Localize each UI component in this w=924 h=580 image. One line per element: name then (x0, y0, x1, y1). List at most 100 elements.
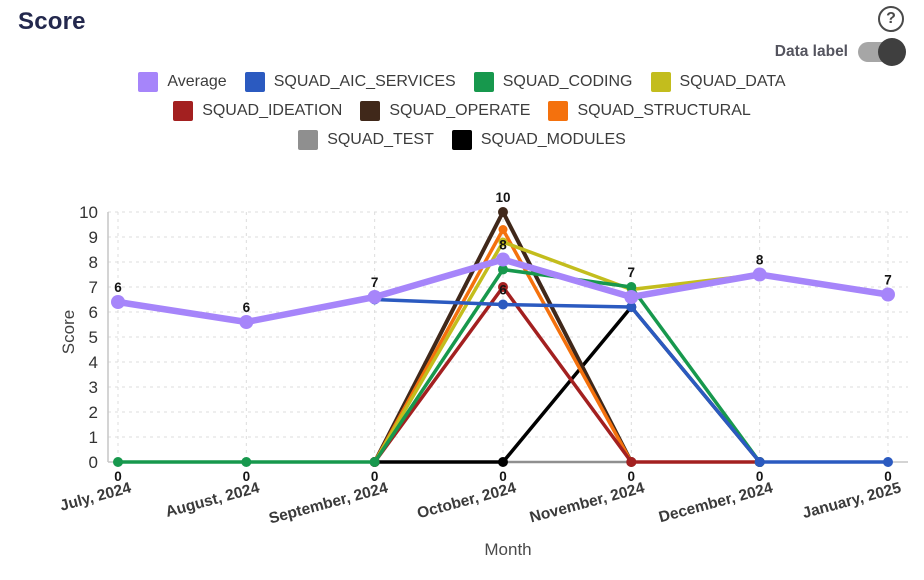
y-tick-label: 6 (89, 303, 98, 322)
series-Average (111, 252, 895, 329)
legend-swatch-icon (298, 130, 319, 150)
series-SQUAD_CODING (113, 264, 765, 467)
toggle-knob-icon (878, 38, 906, 66)
series-SQUAD_AIC_SERVICES (369, 294, 893, 467)
legend-label: SQUAD_IDEATION (202, 102, 343, 119)
data-label-toggle-label: Data label (774, 43, 848, 60)
series-SQUAD_MODULES (369, 302, 765, 467)
data-label-SQUAD_AIC_SERVICES: 6 (499, 283, 507, 298)
data-point-SQUAD_CODING[interactable] (241, 457, 252, 467)
legend-label: Average (167, 73, 227, 90)
series-line-SQUAD_IDEATION[interactable] (372, 285, 762, 464)
legend-row-2: SQUAD_IDEATION SQUAD_OPERATE SQUAD_STRUCTU… (173, 101, 751, 121)
data-label-Average: 8 (756, 253, 764, 268)
y-axis-title: Score (59, 309, 78, 355)
x-tick-label: January, 2025 (801, 479, 904, 522)
data-label-SQUAD_AIC_SERVICES: 0 (756, 469, 764, 484)
data-point-SQUAD_IDEATION[interactable] (626, 457, 637, 467)
data-point-SQUAD_AIC_SERVICES[interactable] (626, 302, 637, 312)
legend-item-SQUAD_OPERATE[interactable]: SQUAD_OPERATE (360, 101, 530, 121)
data-label-SQUAD_CODING: 0 (114, 469, 122, 484)
legend-label: SQUAD_DATA (679, 73, 786, 90)
data-point-SQUAD_CODING[interactable] (369, 457, 380, 467)
legend-item-Average[interactable]: Average (138, 72, 227, 92)
data-point-Average[interactable] (111, 295, 125, 309)
series-SQUAD_TEST (499, 459, 635, 465)
legend-item-SQUAD_CODING[interactable]: SQUAD_CODING (473, 72, 633, 92)
data-point-SQUAD_CODING[interactable] (626, 282, 637, 292)
legend-swatch-icon (473, 72, 494, 92)
data-point-Average[interactable] (880, 287, 895, 302)
data-label-control: Data label (774, 38, 906, 66)
data-point-Average[interactable] (495, 252, 510, 267)
data-point-SQUAD_MODULES[interactable] (497, 457, 508, 467)
data-label-toggle[interactable] (858, 38, 906, 66)
legend-row-3: SQUAD_TEST SQUAD_MODULES (298, 130, 626, 150)
legend-swatch-icon (650, 72, 671, 92)
y-tick-label: 7 (89, 278, 98, 297)
y-tick-label: 5 (89, 328, 98, 347)
legend-label: SQUAD_OPERATE (389, 102, 531, 119)
x-axis-title: Month (484, 540, 532, 559)
legend-item-SQUAD_MODULES[interactable]: SQUAD_MODULES (451, 130, 626, 150)
data-point-SQUAD_AIC_SERVICES[interactable] (882, 457, 893, 467)
legend-swatch-icon (173, 101, 194, 121)
data-label-SQUAD_CODING: 7 (628, 265, 636, 280)
legend-item-SQUAD_IDEATION[interactable]: SQUAD_IDEATION (173, 101, 342, 121)
legend-item-SQUAD_DATA[interactable]: SQUAD_DATA (650, 72, 786, 92)
y-tick-label: 3 (89, 378, 98, 397)
legend-label: SQUAD_CODING (502, 73, 633, 90)
data-point-SQUAD_AIC_SERVICES[interactable] (497, 299, 508, 310)
legend-label: SQUAD_AIC_SERVICES (273, 73, 456, 90)
legend-swatch-icon (548, 101, 569, 121)
page-title: Score (18, 8, 86, 35)
data-point-Average[interactable] (624, 290, 639, 304)
x-tick-label: August, 2024 (164, 479, 262, 520)
legend-item-SQUAD_TEST[interactable]: SQUAD_TEST (298, 130, 434, 150)
y-tick-label: 0 (89, 453, 98, 472)
data-point-SQUAD_CODING[interactable] (497, 264, 508, 275)
help-icon[interactable]: ? (878, 6, 904, 32)
legend-item-SQUAD_AIC_SERVICES[interactable]: SQUAD_AIC_SERVICES (244, 72, 456, 92)
data-point-SQUAD_AIC_SERVICES[interactable] (754, 457, 765, 467)
data-label-SQUAD_CODING: 0 (243, 469, 251, 484)
y-tick-label: 8 (89, 253, 98, 272)
y-tick-label: 2 (89, 403, 98, 422)
legend-label: SQUAD_MODULES (480, 131, 626, 148)
data-label-SQUAD_AIC_SERVICES: 0 (884, 469, 892, 484)
series-line-SQUAD_DATA[interactable] (372, 240, 762, 464)
data-point-Average[interactable] (752, 267, 767, 282)
data-label-Average: 6 (243, 300, 251, 315)
data-point-SQUAD_OPERATE[interactable] (497, 207, 508, 217)
x-tick-label: November, 2024 (528, 479, 647, 526)
legend-swatch-icon (360, 101, 381, 121)
data-point-Average[interactable] (367, 290, 382, 304)
data-label-Average: 7 (371, 275, 379, 290)
data-point-SQUAD_CODING[interactable] (113, 457, 123, 467)
y-tick-label: 4 (89, 353, 98, 372)
x-tick-label: July, 2024 (58, 479, 133, 514)
data-label-SQUAD_MODULES: 0 (499, 469, 507, 484)
legend: Average SQUAD_AIC_SERVICES SQUAD_CODING SQU… (0, 72, 924, 150)
data-point-SQUAD_STRUCTURAL[interactable] (498, 225, 508, 234)
series-SQUAD_IDEATION (369, 282, 765, 467)
x-tick-label: October, 2024 (415, 479, 518, 522)
legend-swatch-icon (244, 72, 265, 92)
series-line-SQUAD_CODING[interactable] (116, 267, 762, 464)
data-label-SQUAD_IDEATION: 0 (628, 469, 636, 484)
legend-swatch-icon (138, 72, 159, 92)
legend-item-SQUAD_STRUCTURAL[interactable]: SQUAD_STRUCTURAL (548, 101, 751, 121)
x-tick-label: December, 2024 (657, 479, 775, 526)
data-point-Average[interactable] (239, 315, 254, 329)
x-tick-label: September, 2024 (267, 479, 390, 527)
data-point-SQUAD_IDEATION[interactable] (497, 282, 508, 292)
y-tick-label: 9 (89, 228, 98, 247)
y-tick-label: 1 (89, 428, 98, 447)
data-label-SQUAD_CODING: 0 (371, 469, 379, 484)
data-label-SQUAD_OPERATE: 10 (495, 190, 510, 205)
data-label-Average: 6 (114, 280, 122, 295)
legend-label: SQUAD_TEST (327, 131, 434, 148)
data-point-SQUAD_DATA[interactable] (498, 237, 508, 247)
